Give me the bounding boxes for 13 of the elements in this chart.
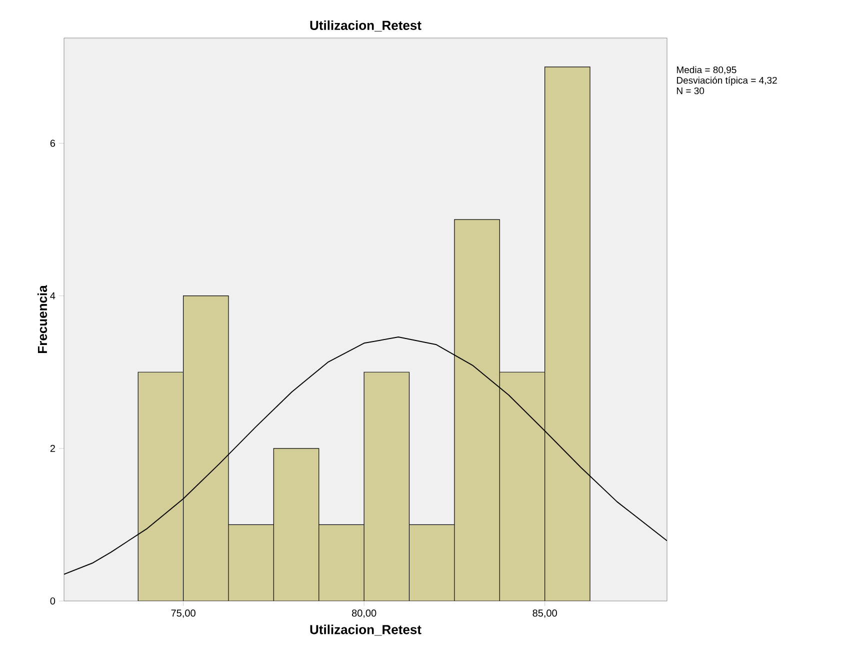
- y-tick-label: 2: [50, 444, 55, 452]
- text: Media = 80,95: [676, 66, 736, 74]
- y-tick-label: 0: [50, 597, 56, 605]
- y-tick-label: 4: [50, 292, 56, 300]
- x-axis-title: Utilizacion_Retest: [310, 624, 422, 636]
- y-tick-label: 6: [50, 140, 56, 147]
- text: N = 30: [676, 87, 704, 94]
- y-axis-title: Frecuencia: [37, 285, 48, 353]
- x-tick-label: 75,00: [171, 610, 196, 618]
- x-tick-label: 80,00: [352, 610, 376, 618]
- x-tick-label: 85,00: [532, 610, 557, 618]
- text: Desviación típica = 4,32: [676, 76, 777, 86]
- chart-title: Utilizacion_Retest: [310, 20, 422, 32]
